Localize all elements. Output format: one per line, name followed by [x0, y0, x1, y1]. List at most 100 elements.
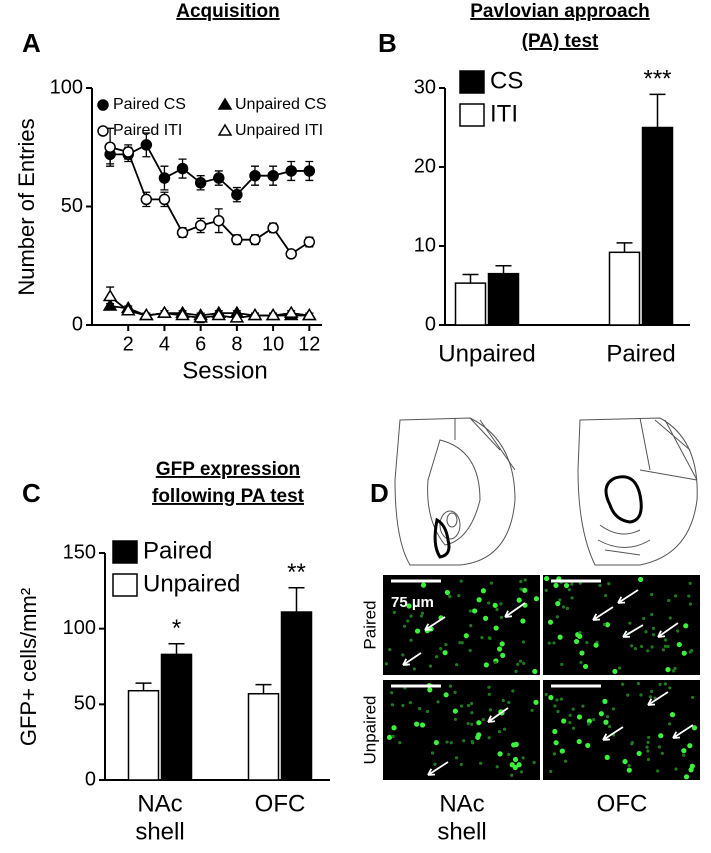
marker	[213, 172, 225, 184]
cell	[668, 686, 672, 690]
cell	[530, 708, 534, 712]
cell	[520, 618, 526, 624]
y-tick-label: 50	[74, 693, 96, 715]
arrow	[672, 724, 694, 739]
cell	[544, 588, 548, 592]
cell	[650, 612, 654, 617]
cell	[663, 644, 667, 648]
bar	[160, 653, 193, 781]
cell	[430, 751, 435, 755]
marker	[231, 233, 243, 246]
cell	[401, 703, 405, 708]
cell	[445, 740, 449, 744]
cell	[647, 735, 651, 740]
cell	[390, 703, 395, 707]
cell	[489, 581, 494, 585]
x-tick-label: shell	[135, 818, 184, 845]
cell	[553, 582, 559, 589]
cell	[482, 615, 489, 621]
cell	[480, 588, 487, 594]
cell	[603, 719, 609, 725]
cell	[427, 687, 433, 693]
cell	[442, 650, 448, 656]
cell	[581, 704, 585, 708]
cell	[499, 615, 504, 620]
cell	[519, 770, 524, 774]
marker	[285, 248, 297, 260]
cell	[651, 626, 656, 630]
error-bar	[616, 242, 633, 253]
cell	[463, 633, 469, 639]
cell	[521, 640, 526, 644]
cell	[497, 751, 503, 757]
cell	[658, 733, 664, 739]
cell	[687, 743, 693, 749]
cell	[487, 736, 491, 740]
cell	[649, 689, 654, 693]
cell	[676, 629, 680, 633]
legend-label: Paired CS	[113, 96, 186, 113]
cell	[452, 708, 458, 714]
legend-marker	[217, 123, 233, 136]
cell	[638, 576, 644, 583]
micrograph	[383, 680, 540, 780]
cell	[510, 773, 514, 777]
y-axis-label: GFP+ cells/mm²	[16, 588, 41, 746]
cell	[409, 614, 413, 618]
cell	[555, 601, 561, 607]
cell	[682, 753, 686, 757]
cell	[555, 615, 559, 619]
cell	[549, 769, 553, 773]
cell	[479, 761, 483, 765]
cell	[402, 624, 407, 628]
cell	[519, 579, 523, 584]
cell	[617, 666, 622, 670]
cell	[460, 641, 464, 645]
x-tick-label: 8	[231, 333, 242, 355]
cell	[636, 681, 640, 686]
cell	[650, 645, 654, 649]
cell	[555, 698, 559, 702]
cell	[598, 711, 604, 717]
cell	[547, 619, 554, 625]
y-axis-label: Number of Entries	[14, 118, 39, 295]
cell	[673, 594, 678, 598]
cell	[406, 619, 410, 623]
cell	[435, 655, 439, 659]
micrograph-bg	[543, 680, 700, 780]
y-tick-label: 30	[414, 76, 436, 98]
x-tick-label: 12	[298, 333, 320, 355]
panel-label: B	[378, 28, 397, 58]
cell	[398, 741, 402, 745]
cell	[488, 636, 492, 641]
marker	[213, 214, 225, 227]
cell	[582, 663, 589, 670]
cell	[487, 685, 491, 689]
legend-label: Unpaired CS	[235, 96, 327, 113]
chart-title: GFP expression	[156, 459, 300, 480]
cell	[644, 630, 648, 634]
marker	[158, 172, 171, 184]
chart-title: (PA) test	[522, 31, 599, 52]
cell	[507, 700, 511, 705]
marker	[176, 162, 189, 175]
cell	[409, 638, 413, 642]
cell	[607, 582, 611, 586]
legend-label: ITI	[490, 100, 518, 127]
y-tick-label: 0	[425, 313, 436, 335]
cell	[639, 693, 643, 697]
cell	[444, 642, 448, 647]
cell	[433, 762, 437, 766]
cell	[602, 698, 608, 704]
cell	[636, 750, 642, 757]
cell	[453, 717, 458, 721]
cell	[559, 748, 565, 754]
cell	[552, 728, 558, 735]
cell	[604, 594, 608, 598]
cell	[522, 587, 528, 593]
cell	[646, 740, 650, 744]
marker	[157, 305, 172, 318]
series-line	[109, 146, 310, 256]
cell	[488, 708, 492, 712]
